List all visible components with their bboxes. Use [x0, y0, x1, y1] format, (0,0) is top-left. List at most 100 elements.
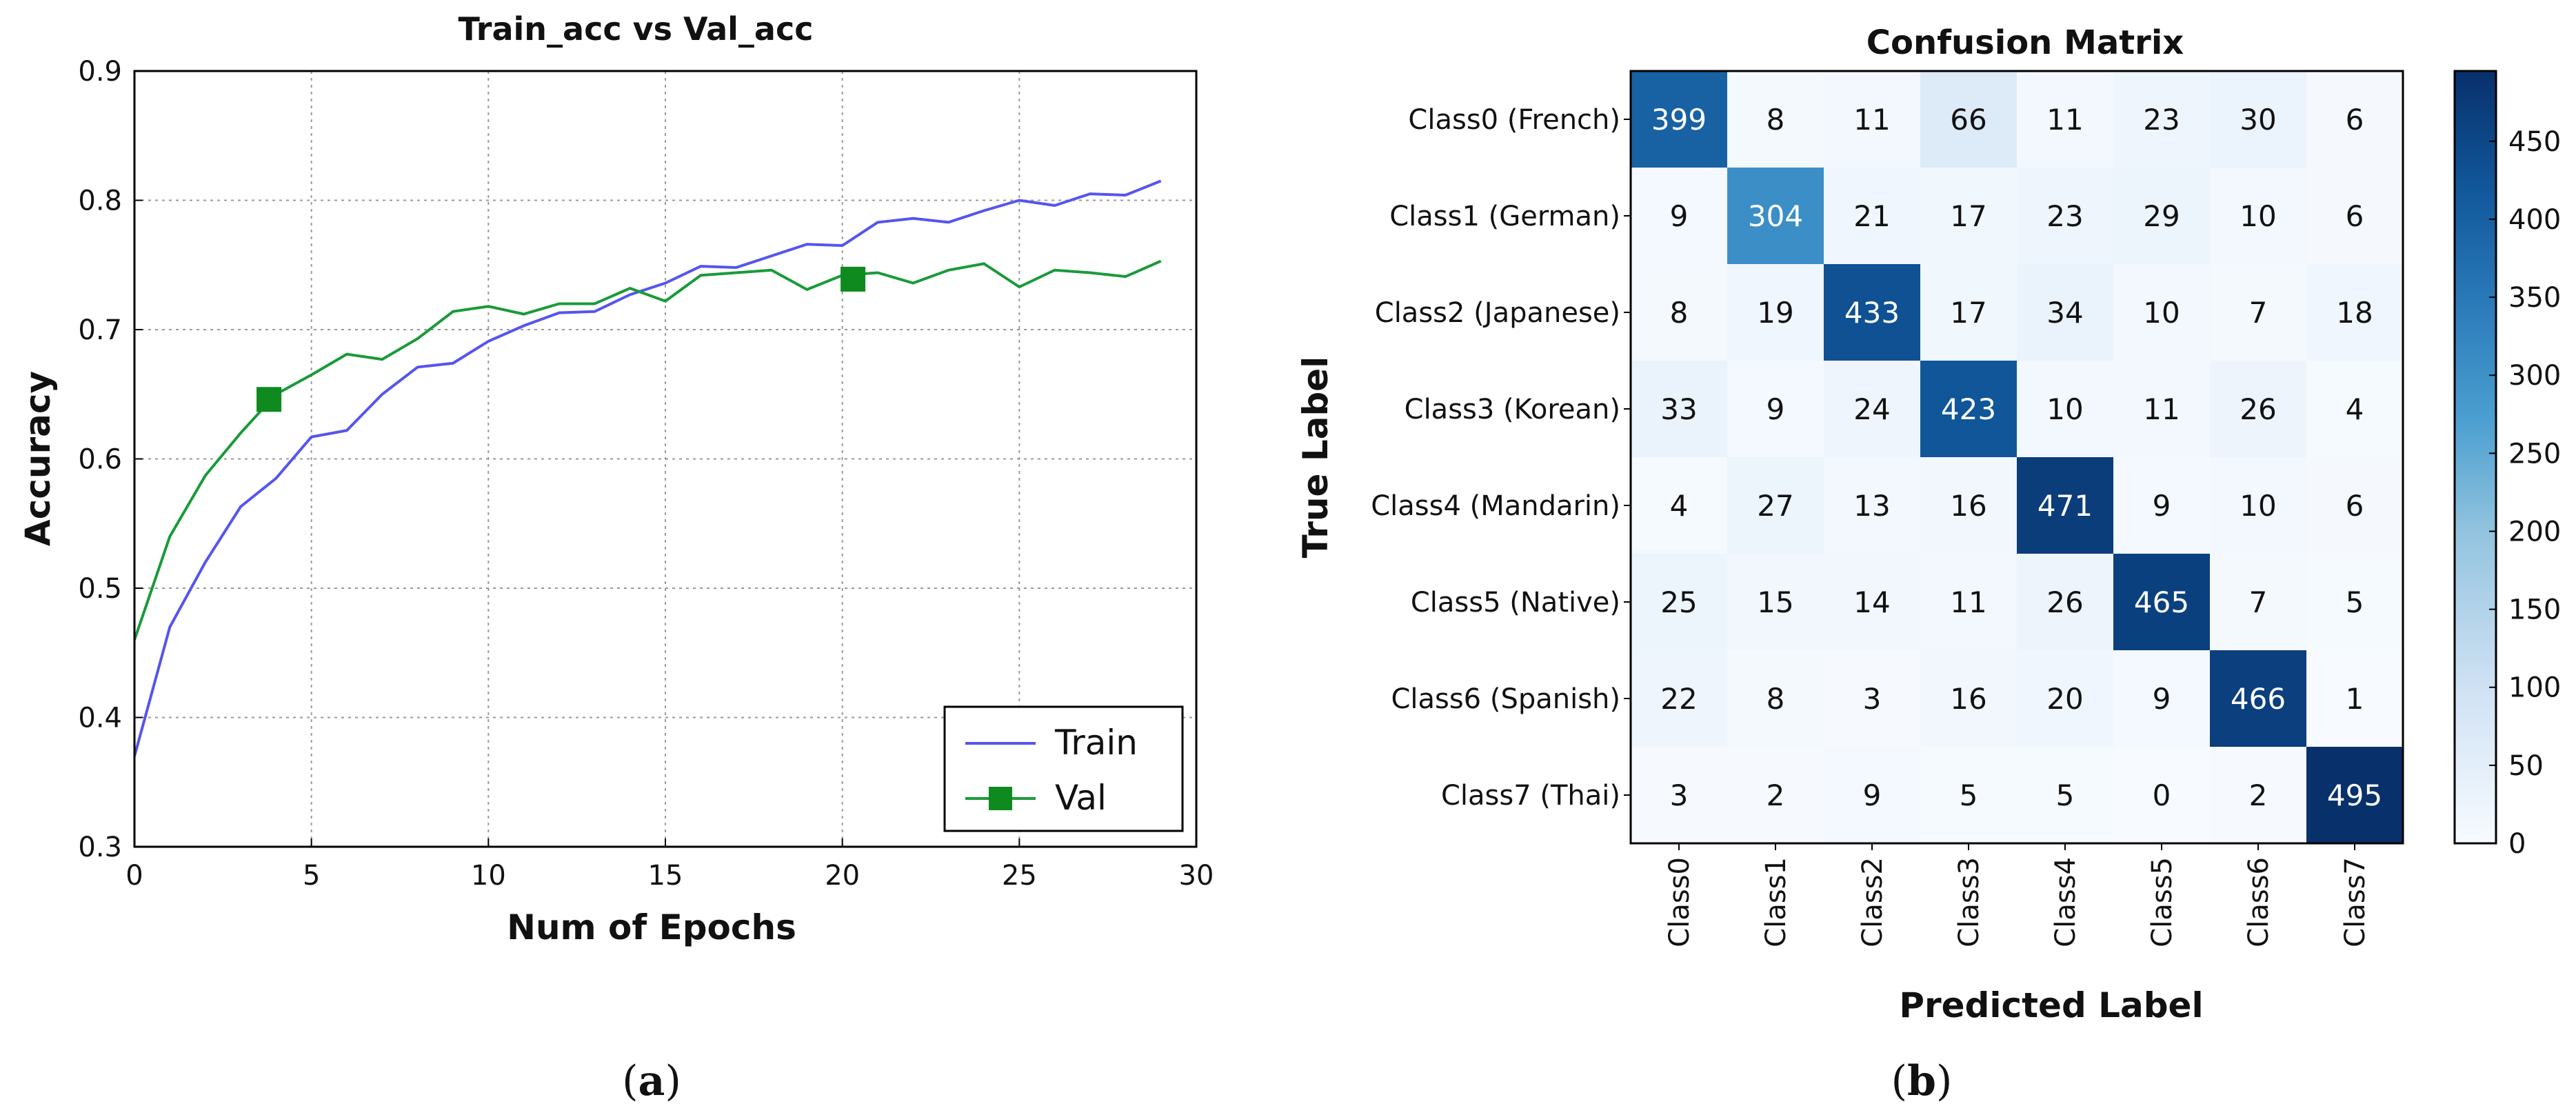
matrix-cell: [2210, 71, 2306, 168]
panel-label-a: (a): [622, 1057, 681, 1105]
matrix-cell: [1727, 554, 1824, 650]
matrix-cell-value: 471: [2037, 489, 2093, 523]
matrix-cell: [2017, 457, 2113, 554]
matrix-cell: [2306, 457, 2403, 554]
matrix-cell-value: 33: [1660, 392, 1697, 426]
matrix-cell: [2210, 554, 2306, 650]
series-marker-val: [841, 266, 866, 292]
matrix-cell: [1824, 650, 1920, 747]
x-tick-label: 20: [825, 860, 860, 892]
matrix-cell-value: 7: [2249, 585, 2268, 619]
confusion-x-label: Predicted Label: [1899, 985, 2203, 1025]
panel-label-b: (b): [1891, 1057, 1953, 1105]
colorbar-tick-label: 300: [2508, 360, 2561, 392]
y-tick-label: 0.9: [78, 56, 122, 88]
col-label: Class2: [1857, 857, 1889, 947]
matrix-cell: [1631, 554, 1727, 650]
legend-val-marker: [989, 787, 1012, 810]
matrix-cell: [2210, 650, 2306, 747]
colorbar-ticks: 0 50 100 150 200 250 300 350 400 450: [2489, 126, 2561, 860]
matrix-cell: [1824, 747, 1920, 843]
series-line-val: [133, 259, 1162, 641]
matrix-cell: [1920, 71, 2017, 168]
matrix-cell: [1920, 264, 2017, 361]
matrix-cell-value: 10: [2046, 392, 2083, 426]
x-tick-label: 10: [471, 860, 506, 892]
x-tick-label: 15: [648, 860, 683, 892]
matrix-cell: [2306, 554, 2403, 650]
matrix-cell-value: 27: [1757, 489, 1793, 523]
matrix-cell-value: 15: [1757, 585, 1793, 619]
matrix-cell-value: 17: [1950, 199, 1986, 233]
matrix-cell-value: 26: [2240, 392, 2276, 426]
matrix-cell-value: 3: [1670, 779, 1689, 812]
matrix-cell-value: 3: [1863, 682, 1882, 716]
colorbar: [2453, 70, 2497, 845]
matrix-cell-value: 2: [2249, 779, 2268, 812]
matrix-cell: [2306, 71, 2403, 168]
col-label: Class5: [2146, 857, 2178, 947]
matrix-cell: [1631, 71, 1727, 168]
matrix-cell-value: 26: [2046, 585, 2083, 619]
matrix-cell: [2306, 650, 2403, 747]
col-label: Class7: [2339, 857, 2371, 947]
matrix-cell-value: 1: [2346, 682, 2364, 716]
matrix-cell-value: 399: [1651, 103, 1707, 137]
line-chart-series: [133, 179, 1162, 757]
matrix-cell-value: 466: [2231, 682, 2286, 716]
matrix-cell: [1920, 554, 2017, 650]
matrix-cell-value: 9: [2153, 682, 2171, 716]
matrix-cell: [2210, 168, 2306, 264]
matrix-cell-value: 5: [1960, 779, 1978, 812]
matrix-cell-value: 20: [2046, 682, 2083, 716]
matrix-cell: [2113, 361, 2210, 457]
matrix-cell-value: 11: [1950, 585, 1986, 619]
series-line-train: [133, 179, 1162, 757]
confusion-matrix-ticks: Class0 (French) Class1 (German) Class2 (Ja…: [1371, 104, 2371, 947]
matrix-cell: [2017, 747, 2113, 843]
matrix-cell-value: 4: [2346, 392, 2364, 426]
matrix-cell: [1824, 264, 1920, 361]
matrix-cell: [1824, 457, 1920, 554]
matrix-cell-value: 2: [1767, 779, 1785, 812]
row-label: Class6 (Spanish): [1391, 683, 1620, 715]
matrix-cell-value: 7: [2249, 296, 2268, 330]
confusion-matrix-cells: 399 8 11 66 11 23 30 69 304 21 17 23 29 10 68 19 433 17 34…: [1631, 71, 2403, 843]
col-label: Class6: [2243, 857, 2275, 947]
matrix-cell-value: 465: [2134, 585, 2189, 619]
colorbar-tick-label: 0: [2508, 828, 2526, 860]
col-label: Class1: [1760, 857, 1792, 947]
matrix-cell-value: 34: [2046, 296, 2083, 330]
matrix-cell: [1920, 168, 2017, 264]
matrix-cell: [2306, 361, 2403, 457]
matrix-cell-value: 4: [1670, 489, 1689, 523]
matrix-cell: [1920, 361, 2017, 457]
matrix-cell-value: 8: [1767, 682, 1785, 716]
matrix-cell: [1631, 168, 1727, 264]
matrix-cell-value: 16: [1950, 489, 1986, 523]
row-label: Class0 (French): [1408, 104, 1620, 136]
matrix-cell-value: 6: [2346, 199, 2364, 233]
matrix-cell-value: 14: [1853, 585, 1890, 619]
matrix-cell-value: 29: [2143, 199, 2180, 233]
matrix-cell: [1631, 650, 1727, 747]
matrix-cell-value: 13: [1853, 489, 1890, 523]
matrix-cell: [2113, 264, 2210, 361]
line-chart-ticks: 0 5 10 15 20 25 30 0.3 0.4 0.5 0.6 0.7 0.8 0.9: [78, 56, 1214, 892]
matrix-cell-value: 30: [2240, 103, 2276, 137]
matrix-cell: [1824, 168, 1920, 264]
x-tick-label: 25: [1002, 860, 1037, 892]
matrix-cell: [1920, 457, 2017, 554]
matrix-cell-value: 18: [2336, 296, 2373, 330]
matrix-cell: [1727, 457, 1824, 554]
matrix-cell: [2113, 168, 2210, 264]
matrix-cell: [1727, 264, 1824, 361]
matrix-cell: [2113, 650, 2210, 747]
matrix-cell-value: 9: [2153, 489, 2171, 523]
matrix-cell-value: 6: [2346, 489, 2364, 523]
y-axis-label: Accuracy: [18, 371, 58, 546]
matrix-cell-value: 10: [2143, 296, 2180, 330]
matrix-cell-value: 423: [1941, 392, 1996, 426]
matrix-cell: [1631, 361, 1727, 457]
y-tick-label: 0.5: [78, 573, 122, 605]
